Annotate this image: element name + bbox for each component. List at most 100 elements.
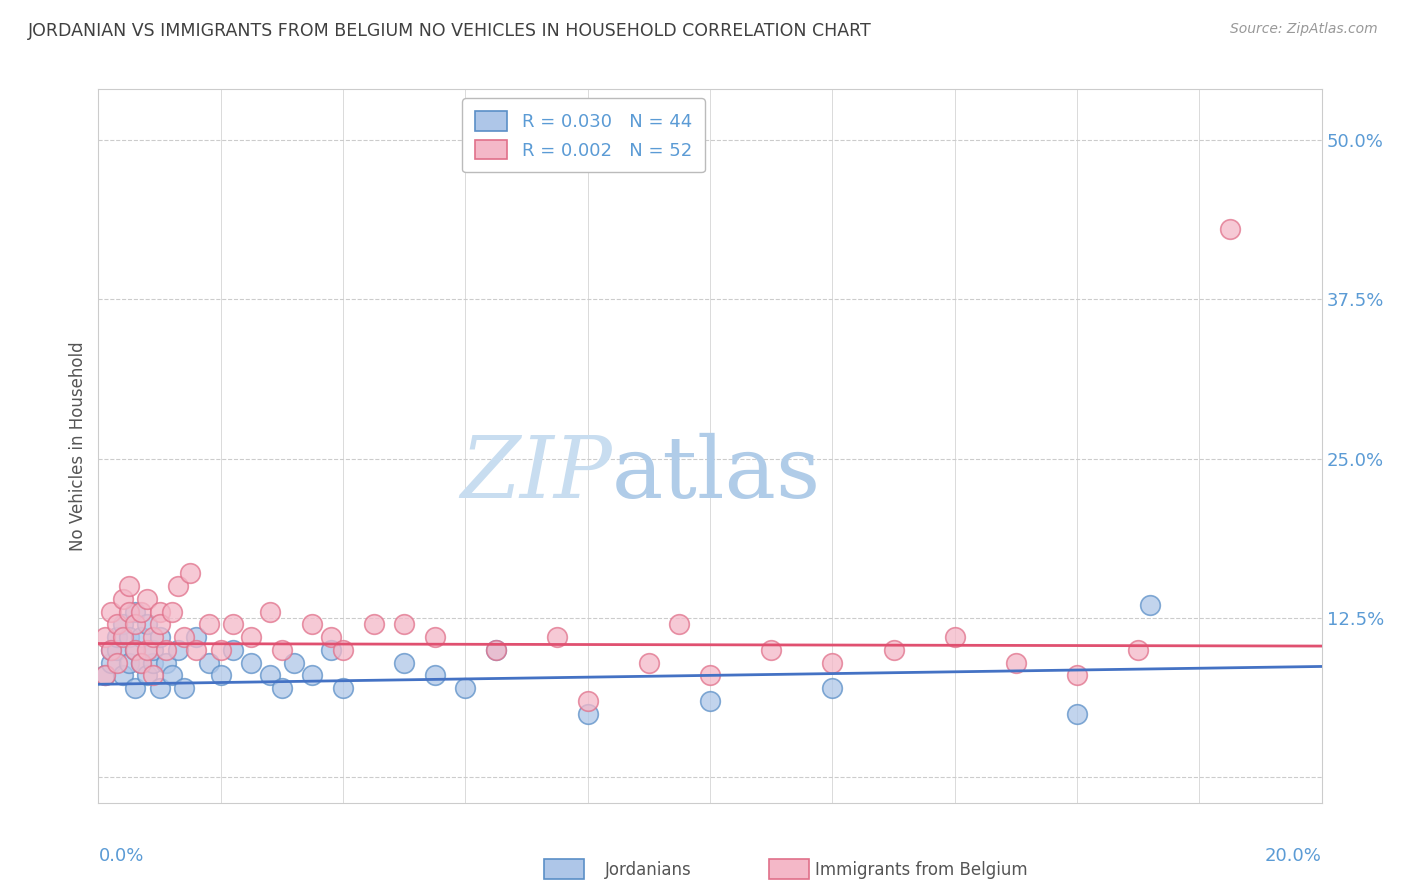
Point: [485, 643, 508, 657]
Point: [1004, 656, 1026, 670]
Point: [883, 643, 905, 657]
Point: [259, 605, 281, 619]
Legend: R = 0.030   N = 44, R = 0.002   N = 52: R = 0.030 N = 44, R = 0.002 N = 52: [463, 98, 704, 172]
Point: [179, 566, 201, 581]
Point: [124, 643, 146, 657]
Point: [259, 668, 281, 682]
Point: [1066, 668, 1088, 682]
Point: [105, 630, 128, 644]
Point: [576, 694, 599, 708]
Point: [111, 617, 134, 632]
Point: [270, 681, 292, 695]
Point: [105, 656, 128, 670]
Point: [167, 579, 190, 593]
Point: [363, 617, 385, 632]
Point: [576, 706, 599, 721]
Point: [270, 643, 292, 657]
Point: [136, 591, 159, 606]
Point: [319, 643, 342, 657]
Point: [149, 617, 172, 632]
Point: [111, 668, 134, 682]
Point: [197, 656, 219, 670]
Point: [173, 681, 195, 695]
Point: [821, 656, 844, 670]
Point: [283, 656, 305, 670]
Point: [423, 668, 446, 682]
Point: [699, 668, 721, 682]
Point: [111, 630, 134, 644]
Point: [332, 643, 354, 657]
Point: [209, 643, 232, 657]
Text: 0.0%: 0.0%: [98, 847, 143, 865]
Point: [149, 681, 172, 695]
Point: [319, 630, 342, 644]
Point: [197, 617, 219, 632]
Point: [93, 668, 115, 682]
Point: [100, 643, 122, 657]
Point: [301, 617, 323, 632]
Y-axis label: No Vehicles in Household: No Vehicles in Household: [69, 341, 87, 551]
Point: [111, 591, 134, 606]
Point: [186, 630, 208, 644]
Point: [546, 630, 568, 644]
Point: [392, 617, 416, 632]
Text: JORDANIAN VS IMMIGRANTS FROM BELGIUM NO VEHICLES IN HOUSEHOLD CORRELATION CHART: JORDANIAN VS IMMIGRANTS FROM BELGIUM NO …: [28, 22, 872, 40]
Point: [160, 605, 183, 619]
Point: [129, 630, 152, 644]
Point: [186, 643, 208, 657]
Point: [129, 656, 152, 670]
Point: [155, 656, 177, 670]
Point: [142, 668, 165, 682]
Point: [240, 656, 263, 670]
Point: [240, 630, 263, 644]
Point: [209, 668, 232, 682]
Point: [124, 681, 146, 695]
Point: [136, 617, 159, 632]
Text: Jordanians: Jordanians: [605, 861, 692, 879]
Text: Source: ZipAtlas.com: Source: ZipAtlas.com: [1230, 22, 1378, 37]
Point: [454, 681, 477, 695]
Text: ZIP: ZIP: [460, 434, 612, 516]
Point: [155, 643, 177, 657]
Point: [93, 630, 115, 644]
Point: [142, 643, 165, 657]
FancyBboxPatch shape: [769, 859, 808, 879]
Point: [118, 605, 141, 619]
Point: [105, 643, 128, 657]
Point: [129, 656, 152, 670]
Point: [136, 643, 159, 657]
Point: [124, 617, 146, 632]
Point: [485, 643, 508, 657]
Point: [100, 605, 122, 619]
Point: [118, 630, 141, 644]
Point: [100, 656, 122, 670]
Point: [167, 643, 190, 657]
Point: [118, 656, 141, 670]
Point: [105, 617, 128, 632]
Point: [759, 643, 782, 657]
Point: [699, 694, 721, 708]
Point: [124, 643, 146, 657]
Point: [136, 668, 159, 682]
Point: [124, 605, 146, 619]
Text: Immigrants from Belgium: Immigrants from Belgium: [815, 861, 1028, 879]
Point: [93, 668, 115, 682]
Point: [1219, 222, 1241, 236]
Point: [332, 681, 354, 695]
Point: [118, 579, 141, 593]
Point: [301, 668, 323, 682]
Point: [129, 605, 152, 619]
Point: [1128, 643, 1150, 657]
Text: 20.0%: 20.0%: [1265, 847, 1322, 865]
Point: [943, 630, 966, 644]
FancyBboxPatch shape: [544, 859, 583, 879]
Point: [160, 668, 183, 682]
Point: [173, 630, 195, 644]
Point: [1066, 706, 1088, 721]
Point: [668, 617, 690, 632]
Point: [821, 681, 844, 695]
Point: [149, 605, 172, 619]
Point: [100, 643, 122, 657]
Point: [222, 617, 245, 632]
Point: [222, 643, 245, 657]
